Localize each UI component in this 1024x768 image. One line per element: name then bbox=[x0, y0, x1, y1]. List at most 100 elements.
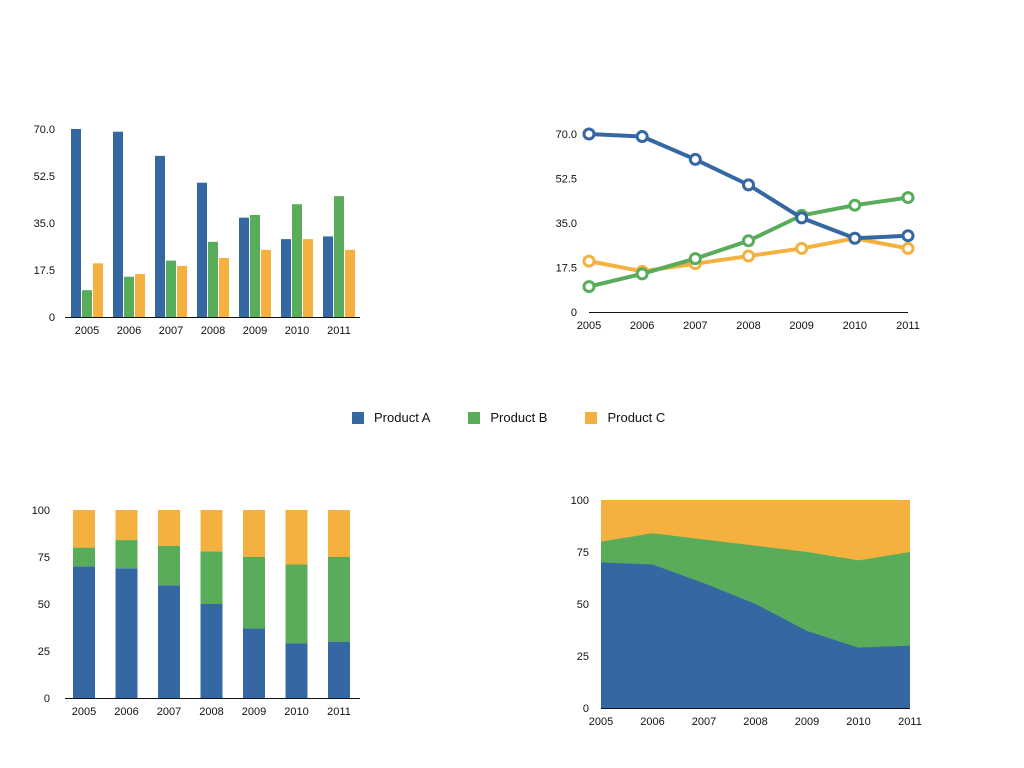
stacked-bar-1-5 bbox=[285, 564, 308, 644]
stacked-bar-2-3 bbox=[200, 510, 223, 552]
x-tick-1-3: 2008 bbox=[736, 320, 760, 332]
point-0-1 bbox=[635, 130, 649, 144]
y-tick-2-0: 0 bbox=[44, 693, 50, 705]
bar-0-1-4 bbox=[250, 214, 260, 317]
point-1-3 bbox=[742, 234, 755, 248]
stacked-bar-1-4 bbox=[243, 557, 265, 629]
x-tick-3-1: 2006 bbox=[640, 716, 664, 728]
x-tick-0-5: 2010 bbox=[285, 325, 309, 337]
legend-swatch-c bbox=[585, 411, 598, 424]
bar-0-1-5 bbox=[292, 204, 302, 317]
y-tick-0-0: 0 bbox=[49, 312, 55, 324]
bar-0-2-0 bbox=[93, 263, 103, 317]
bar-0-1-3 bbox=[208, 241, 218, 317]
stacked-bar-2-6 bbox=[328, 510, 350, 557]
point-2-0 bbox=[582, 254, 596, 268]
x-tick-1-0: 2005 bbox=[577, 320, 601, 332]
point-0-5 bbox=[848, 231, 862, 245]
stacked-bar-2-5 bbox=[285, 510, 308, 565]
point-0-4 bbox=[795, 211, 809, 225]
y-tick-3-2: 50 bbox=[577, 599, 589, 611]
x-tick-2-3: 2008 bbox=[199, 706, 223, 718]
y-tick-1-2: 35.0 bbox=[556, 218, 577, 230]
x-tick-3-4: 2009 bbox=[795, 716, 819, 728]
bar-0-1-1 bbox=[124, 276, 134, 317]
legend-item-a: Product A bbox=[352, 410, 430, 425]
x-tick-0-1: 2006 bbox=[117, 325, 141, 337]
bar-0-0-0 bbox=[71, 129, 81, 317]
x-tick-1-6: 2011 bbox=[896, 320, 920, 332]
stacked-bar-1-6 bbox=[328, 557, 350, 642]
point-1-0 bbox=[582, 280, 596, 294]
bar-0-1-0 bbox=[82, 290, 92, 317]
bar-0-2-1 bbox=[135, 274, 145, 317]
stacked-bar-2-1 bbox=[115, 510, 138, 541]
bar-0-0-5 bbox=[281, 239, 291, 317]
y-tick-3-0: 0 bbox=[583, 703, 589, 715]
x-tick-0-4: 2009 bbox=[243, 325, 267, 337]
x-tick-0-6: 2011 bbox=[327, 325, 351, 337]
stacked-bar-0-0 bbox=[73, 566, 95, 698]
point-1-1 bbox=[635, 267, 649, 281]
stacked-bar-2-4 bbox=[243, 510, 265, 557]
y-tick-2-1: 25 bbox=[38, 646, 50, 658]
x-tick-2-0: 2005 bbox=[72, 706, 96, 718]
point-1-2 bbox=[688, 252, 702, 266]
y-tick-1-1: 17.5 bbox=[556, 263, 577, 275]
legend-item-b: Product B bbox=[468, 410, 547, 425]
point-0-2 bbox=[688, 152, 702, 166]
x-tick-2-4: 2009 bbox=[242, 706, 266, 718]
area-0 bbox=[601, 562, 910, 708]
bar-0-2-6 bbox=[345, 249, 355, 317]
bar-0-2-5 bbox=[303, 239, 313, 317]
y-tick-0-3: 52.5 bbox=[34, 171, 55, 183]
x-tick-3-5: 2010 bbox=[846, 716, 870, 728]
legend: Product A Product B Product C bbox=[352, 410, 665, 425]
bar-0-0-2 bbox=[155, 155, 165, 317]
y-tick-3-3: 75 bbox=[577, 547, 589, 559]
x-tick-2-6: 2011 bbox=[327, 706, 351, 718]
stacked-bar-1-3 bbox=[200, 551, 223, 604]
point-0-6 bbox=[901, 229, 915, 243]
x-tick-3-0: 2005 bbox=[589, 716, 613, 728]
y-tick-2-4: 100 bbox=[32, 505, 50, 517]
bar-0-0-6 bbox=[323, 236, 333, 317]
x-tick-0-2: 2007 bbox=[159, 325, 183, 337]
stacked-bar-2-0 bbox=[73, 510, 95, 548]
point-2-3 bbox=[742, 249, 755, 263]
stacked-bar-2-2 bbox=[158, 510, 180, 546]
legend-label-b: Product B bbox=[490, 410, 548, 425]
legend-label-a: Product A bbox=[374, 410, 431, 425]
x-tick-0-0: 2005 bbox=[75, 325, 99, 337]
stacked-bar-0-2 bbox=[158, 585, 180, 698]
x-tick-3-2: 2007 bbox=[692, 716, 716, 728]
legend-swatch-b bbox=[468, 411, 481, 424]
bar-0-0-1 bbox=[113, 131, 123, 317]
x-tick-3-3: 2008 bbox=[743, 716, 767, 728]
stacked-bar-0-5 bbox=[285, 643, 308, 698]
x-tick-3-6: 2011 bbox=[898, 716, 922, 728]
y-tick-2-3: 75 bbox=[38, 552, 50, 564]
stacked-bar-0-1 bbox=[115, 568, 138, 698]
point-2-6 bbox=[901, 241, 915, 255]
bar-0-0-3 bbox=[197, 182, 207, 317]
legend-swatch-a bbox=[352, 411, 364, 424]
stacked-bar-1-2 bbox=[158, 545, 180, 586]
y-tick-3-1: 25 bbox=[577, 651, 589, 663]
point-1-5 bbox=[848, 198, 862, 212]
x-tick-1-4: 2009 bbox=[789, 320, 813, 332]
y-tick-1-4: 70.0 bbox=[556, 129, 577, 141]
y-tick-3-4: 100 bbox=[571, 495, 589, 507]
y-tick-2-2: 50 bbox=[38, 599, 50, 611]
bar-0-1-2 bbox=[166, 260, 176, 317]
y-tick-0-1: 17.5 bbox=[34, 265, 55, 277]
y-tick-0-2: 35.0 bbox=[34, 218, 55, 230]
stacked-bar-0-3 bbox=[200, 604, 223, 698]
bar-0-2-4 bbox=[261, 249, 271, 317]
bar-0-1-6 bbox=[334, 196, 344, 317]
bar-0-0-4 bbox=[239, 217, 249, 317]
x-tick-1-2: 2007 bbox=[683, 320, 707, 332]
stacked-bar-0-4 bbox=[243, 628, 265, 698]
